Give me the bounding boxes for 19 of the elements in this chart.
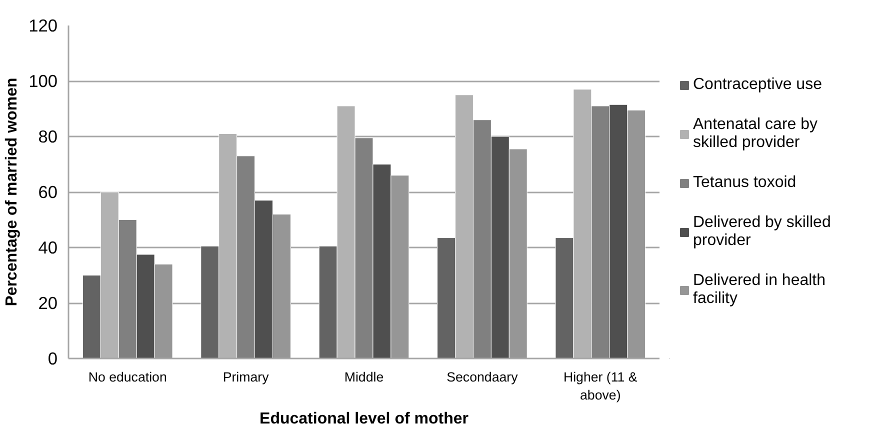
x-axis-title: Educational level of mother: [260, 410, 468, 428]
y-axis-title: Percentage of married women: [4, 78, 21, 306]
x-tick-label: Primary: [222, 370, 270, 384]
y-tick-label: 60: [38, 182, 58, 202]
y-tick-label: 0: [48, 348, 58, 368]
y-tick-label: 80: [38, 126, 58, 146]
x-tick-label: No education: [88, 370, 167, 384]
y-tick-label: 100: [28, 71, 58, 91]
x-tick-label: Middle: [344, 370, 384, 384]
y-tick-label: 120: [28, 16, 58, 36]
legend-label: Contraceptive use: [693, 76, 822, 94]
x-tick-label: Higher (11 & above): [563, 370, 638, 402]
y-tick-label: 20: [38, 293, 58, 313]
legend-label: Tetanus toxoid: [693, 174, 796, 192]
legend-label: Delivered in health facility: [693, 272, 826, 308]
y-tick-label: 40: [38, 238, 58, 258]
legend-label: Antenatal care by skilled provider: [693, 116, 818, 152]
x-tick-label: Secondaary: [446, 370, 518, 384]
legend-label: Delivered by skilled provider: [693, 214, 831, 250]
